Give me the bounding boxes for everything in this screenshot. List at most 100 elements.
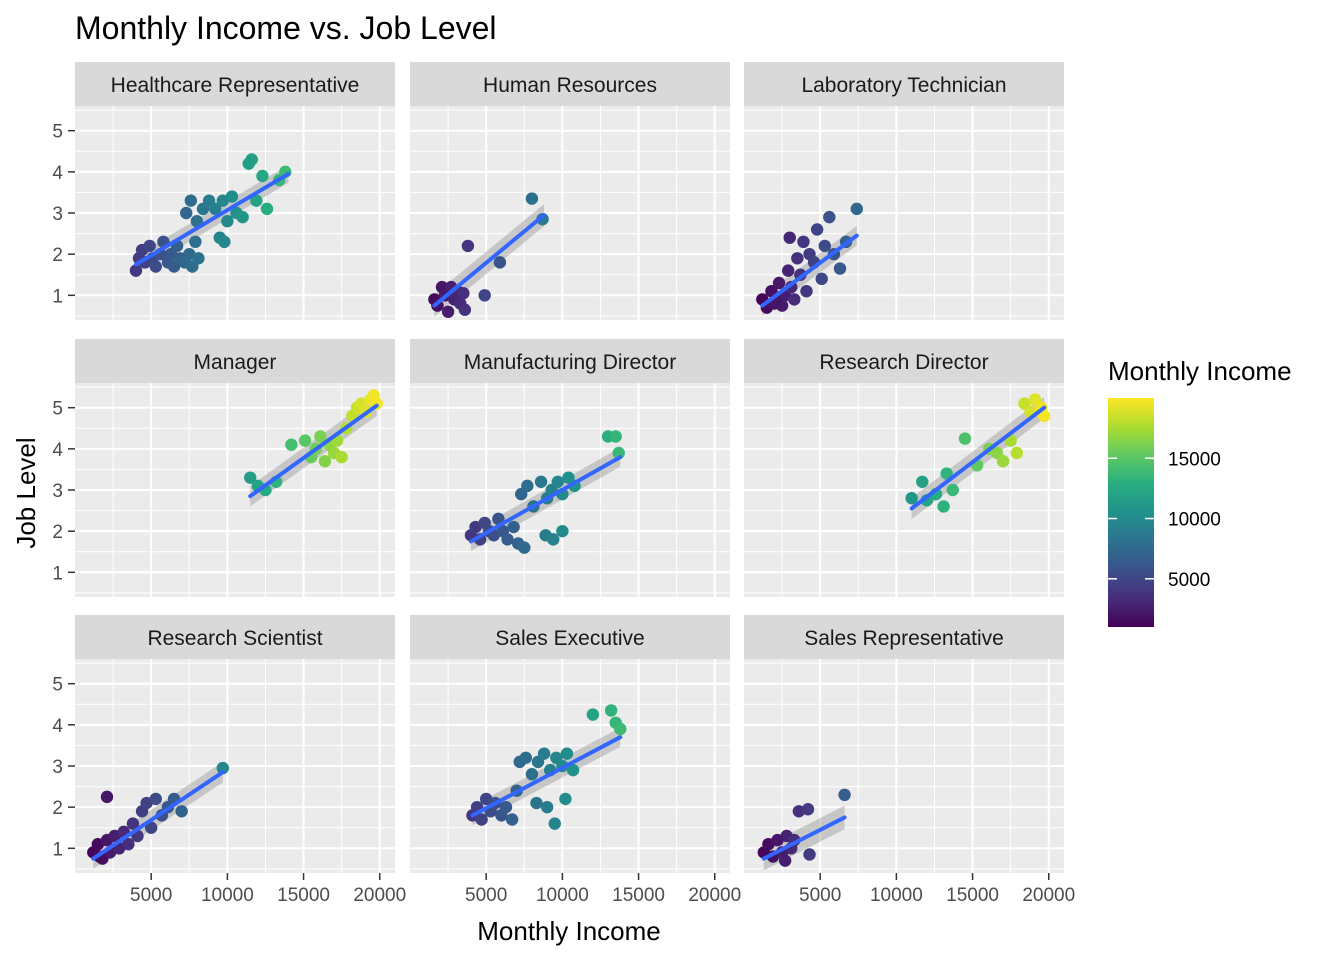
- facet-strip: [744, 339, 1064, 383]
- data-point: [586, 708, 600, 721]
- data-point: [478, 289, 491, 302]
- trend-line: [432, 213, 547, 308]
- data-point: [996, 454, 1010, 468]
- data-point: [250, 194, 263, 207]
- data-point: [126, 817, 140, 830]
- chart-title: Monthly Income vs. Job Level: [75, 10, 497, 46]
- colorbar-tick-label: 15000: [1168, 449, 1221, 470]
- y-axis-title: Job Level: [11, 437, 41, 548]
- data-point: [797, 235, 810, 249]
- data-point: [556, 524, 569, 538]
- trend-line: [470, 735, 623, 818]
- data-point: [525, 192, 539, 205]
- data-point: [958, 432, 972, 445]
- colorbar-tick-label: 5000: [1168, 570, 1210, 591]
- data-point: [530, 796, 543, 810]
- data-point: [781, 264, 795, 277]
- data-point: [850, 202, 863, 216]
- facet-panel: Sales Executive: [410, 615, 730, 873]
- trend-line: [91, 770, 225, 861]
- x-tick-label: 5000: [799, 885, 841, 906]
- y-tick-label: 3: [52, 757, 63, 778]
- facet-strip-label: Healthcare Representative: [111, 74, 360, 97]
- data-point: [815, 272, 828, 286]
- data-point: [501, 533, 514, 546]
- x-tick-label: 20000: [688, 885, 741, 906]
- data-point: [180, 206, 193, 220]
- data-point: [314, 430, 327, 443]
- y-tick-label: 5: [52, 122, 63, 143]
- data-point: [800, 284, 813, 298]
- data-point: [218, 235, 231, 249]
- data-point: [803, 848, 816, 861]
- data-point: [537, 747, 551, 760]
- data-point: [838, 788, 851, 802]
- data-point: [184, 194, 198, 207]
- data-point: [129, 264, 143, 277]
- legend-title: Monthly Income: [1108, 356, 1292, 386]
- colorbar-legend: Monthly Income 5000 10000 15000: [1108, 356, 1292, 627]
- data-point: [298, 434, 312, 447]
- y-tick-label: 4: [52, 716, 63, 737]
- facet-strip-label: Sales Executive: [495, 627, 644, 650]
- data-point: [905, 492, 918, 505]
- data-point: [225, 190, 239, 203]
- colorbar: [1108, 398, 1154, 627]
- data-point: [143, 239, 156, 253]
- data-point: [521, 479, 534, 493]
- facet-strip: [744, 615, 1064, 659]
- data-point: [260, 202, 274, 216]
- y-tick-label: 5: [52, 675, 63, 696]
- facet-panels: Healthcare Representative Human Resources…: [75, 62, 1064, 873]
- facet-strip: [75, 62, 395, 106]
- data-point: [791, 252, 804, 265]
- facet-strip-label: Research Director: [819, 351, 988, 374]
- data-point: [192, 252, 205, 265]
- facet-strip: [744, 62, 1064, 106]
- data-point: [534, 475, 548, 488]
- facet-panel: Manager: [75, 339, 395, 597]
- data-point: [285, 438, 298, 451]
- y-tick-label: 4: [52, 163, 63, 184]
- data-point: [810, 223, 824, 236]
- data-point: [244, 471, 257, 484]
- data-point: [256, 169, 269, 183]
- data-point: [208, 202, 222, 216]
- facet-panel: Laboratory Technician: [744, 62, 1064, 320]
- data-point: [175, 805, 188, 818]
- data-point: [783, 231, 796, 244]
- data-point: [614, 722, 627, 736]
- facet-strip: [410, 339, 730, 383]
- facet-panel: Manufacturing Director: [410, 339, 730, 597]
- y-tick-label: 4: [52, 440, 63, 461]
- data-point: [499, 800, 513, 814]
- data-point: [551, 475, 565, 488]
- data-point: [245, 153, 258, 166]
- facet-strip-label: Research Scientist: [147, 627, 322, 650]
- data-point: [461, 239, 475, 253]
- x-tick-label: 20000: [1022, 885, 1075, 906]
- data-point: [560, 747, 574, 760]
- facet-strip: [410, 62, 730, 106]
- data-point: [221, 215, 234, 228]
- y-tick-label: 1: [52, 563, 63, 584]
- data-point: [216, 761, 230, 775]
- trend-line: [468, 455, 623, 544]
- data-point: [507, 520, 520, 534]
- x-tick-label: 15000: [277, 885, 330, 906]
- y-tick-label: 3: [52, 204, 63, 225]
- facet-strip-label: Sales Representative: [804, 627, 1004, 650]
- data-point: [559, 792, 572, 806]
- data-point: [540, 800, 554, 814]
- data-point: [1037, 409, 1051, 423]
- facet-strip-label: Laboratory Technician: [801, 74, 1006, 97]
- data-point: [441, 305, 455, 318]
- legend-ticks: 5000 10000 15000: [1108, 449, 1221, 591]
- data-point: [946, 483, 959, 497]
- trend-line: [909, 405, 1047, 511]
- data-point: [547, 533, 560, 546]
- data-point: [823, 210, 836, 224]
- y-tick-label: 1: [52, 286, 63, 307]
- data-point: [149, 792, 162, 806]
